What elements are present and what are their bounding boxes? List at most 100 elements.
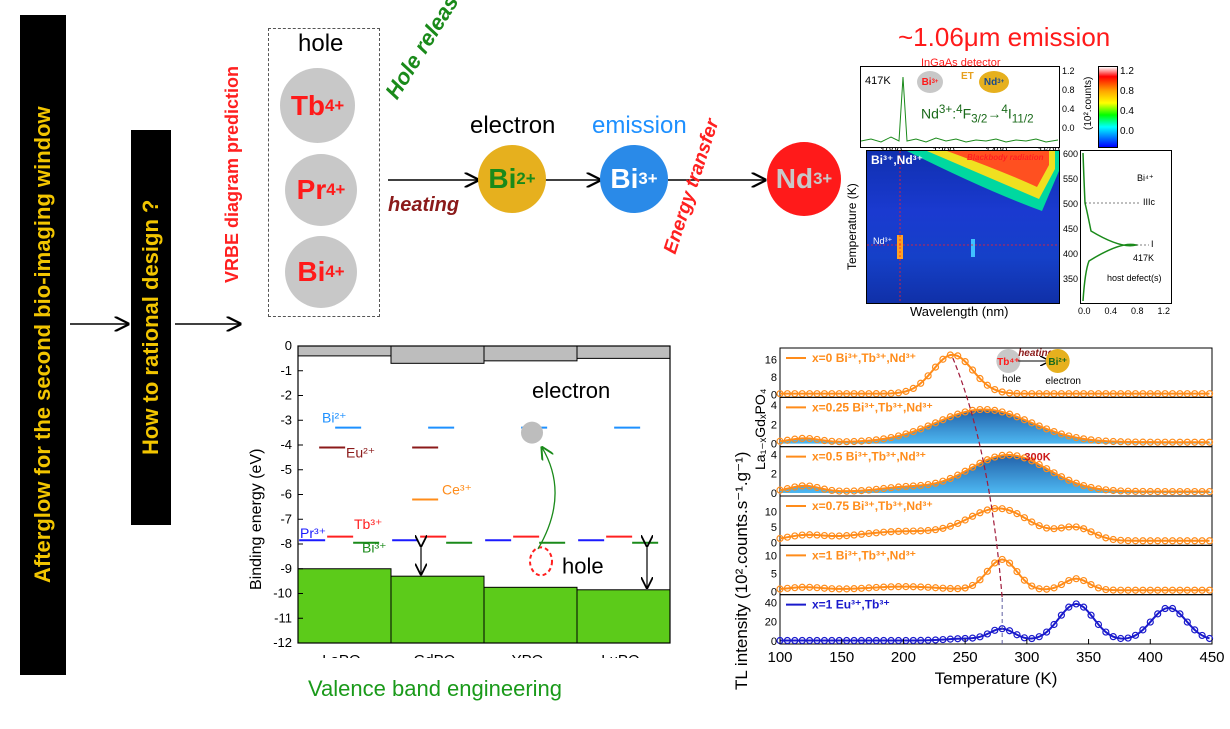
tl-data-point: [1139, 586, 1147, 594]
tl-data-point: [968, 366, 977, 374]
tl-data-point: [857, 437, 866, 445]
ion-label: Bi²⁺: [322, 410, 347, 426]
tl-data-point: [1198, 537, 1206, 545]
emission-label: emission: [592, 112, 687, 139]
tl-data-point: [887, 433, 895, 442]
tl-data-point: [835, 585, 843, 593]
tl-data-point: [1139, 626, 1147, 634]
tl-data-point: [806, 583, 814, 591]
tl-data-point: [1065, 390, 1073, 398]
tl-data-point: [1131, 390, 1140, 398]
side-x-tick: 0.0: [1078, 306, 1091, 316]
tl-data-point: [931, 363, 940, 371]
tl-data-point: [813, 483, 821, 492]
tl-data-point: [902, 583, 910, 591]
tl-data-point: [1109, 633, 1117, 641]
tl-data-point: [946, 351, 954, 359]
host-label: YPO₄: [512, 652, 550, 658]
tl-data-point: [1168, 438, 1177, 446]
tl-data-point: [1117, 536, 1125, 544]
tl-data-point: [806, 434, 814, 443]
tl-legend-label: x=0.5 Bi³⁺,Tb³⁺,Nd³⁺: [812, 450, 926, 464]
tl-data-point: [991, 453, 999, 461]
tl-data-point: [983, 381, 991, 389]
tl-data-point: [946, 522, 954, 530]
tl-data-point: [1124, 537, 1132, 545]
map-y-tick: 450: [1062, 224, 1078, 234]
tl-data-point: [865, 436, 873, 445]
tl-data-point: [798, 636, 806, 645]
tl-data-point: [1094, 390, 1103, 398]
tl-data-point: [1072, 600, 1080, 608]
tl-data-point: [776, 585, 784, 593]
vrbe-y-tick-label: -4: [280, 437, 292, 452]
tl-data-point: [1087, 611, 1095, 619]
nd3-label: Nd: [775, 163, 814, 194]
colorbar-tick: 1.2: [1120, 66, 1134, 77]
vrbe-xlabel: Valence band engineering: [308, 676, 563, 701]
tl-data-point: [909, 583, 917, 591]
tl-data-point: [954, 635, 962, 643]
tl-data-point: [1146, 438, 1154, 446]
hole-title: hole: [298, 30, 344, 57]
electron-transfer-arrow: [537, 447, 556, 550]
tl-data-point: [791, 483, 799, 491]
tl-data-point: [1050, 390, 1058, 398]
tl-y-tick-label: 10: [765, 551, 777, 563]
tl-data-point: [1161, 438, 1169, 446]
tl-data-point: [872, 636, 880, 645]
tl-data-point: [939, 524, 947, 532]
tl-data-point: [1168, 390, 1177, 398]
tl-data-point: [1124, 487, 1132, 495]
tl-data-point: [1057, 390, 1066, 398]
tl-data-point: [917, 481, 925, 490]
tl-data-point: [887, 484, 895, 492]
tl-data-point: [850, 487, 858, 495]
electron-annotation: electron: [532, 378, 610, 403]
tl-data-point: [1020, 634, 1028, 642]
tl-data-point: [998, 408, 1006, 416]
host-label: LaPO₄: [322, 652, 366, 658]
colorbar-ticks: 1.2 0.8 0.4 0.0: [1120, 62, 1134, 142]
colorbar: [1098, 66, 1118, 148]
tl-data-point: [791, 636, 799, 645]
tl-panel-frame: [779, 594, 1213, 645]
tl-data-point: [998, 451, 1006, 460]
tl-data-point: [909, 427, 917, 436]
tl-data-point: [1191, 390, 1199, 398]
tl-y-tick-label: 16: [765, 355, 777, 367]
tl-data-point: [961, 584, 969, 592]
tl-data-point: [1072, 433, 1080, 442]
tl-y-tick-label: 10: [765, 506, 777, 518]
tl-data-point: [828, 390, 836, 398]
tl-data-point: [783, 485, 792, 493]
tl-inset-tb-label: Tb⁴⁺: [997, 357, 1019, 368]
tl-data-point: [1005, 410, 1014, 418]
tl-data-point: [998, 388, 1006, 396]
nd3-charge: 3+: [813, 169, 833, 188]
tl-y-tick-label: 0: [771, 587, 777, 599]
tl-data-point: [976, 509, 984, 517]
tl-data-point: [1191, 626, 1199, 634]
tl-data-point: [872, 485, 880, 493]
tl-data-point: [1205, 586, 1214, 594]
spectrum-plot: [860, 76, 1059, 143]
tl-data-point: [909, 527, 917, 535]
hole-box: [268, 28, 380, 317]
tl-data-point: [806, 482, 814, 490]
tl-data-point: [850, 585, 858, 593]
tl-legend-label: x=0.25 Bi³⁺,Tb³⁺,Nd³⁺: [812, 400, 933, 414]
tl-data-point: [1154, 438, 1162, 446]
tl-data-point: [872, 583, 880, 592]
tl-data-point: [843, 636, 851, 645]
tl-data-point: [1020, 576, 1028, 584]
tl-data-point: [1109, 535, 1117, 544]
tl-data-point: [902, 482, 910, 491]
tl-data-point: [850, 531, 858, 539]
conduction-band-bar: [297, 345, 392, 357]
tl-data-point: [1154, 487, 1162, 496]
tl-data-point: [968, 634, 977, 642]
side-label-host: host defect(s): [1107, 273, 1162, 283]
tl-data-point: [931, 584, 940, 592]
